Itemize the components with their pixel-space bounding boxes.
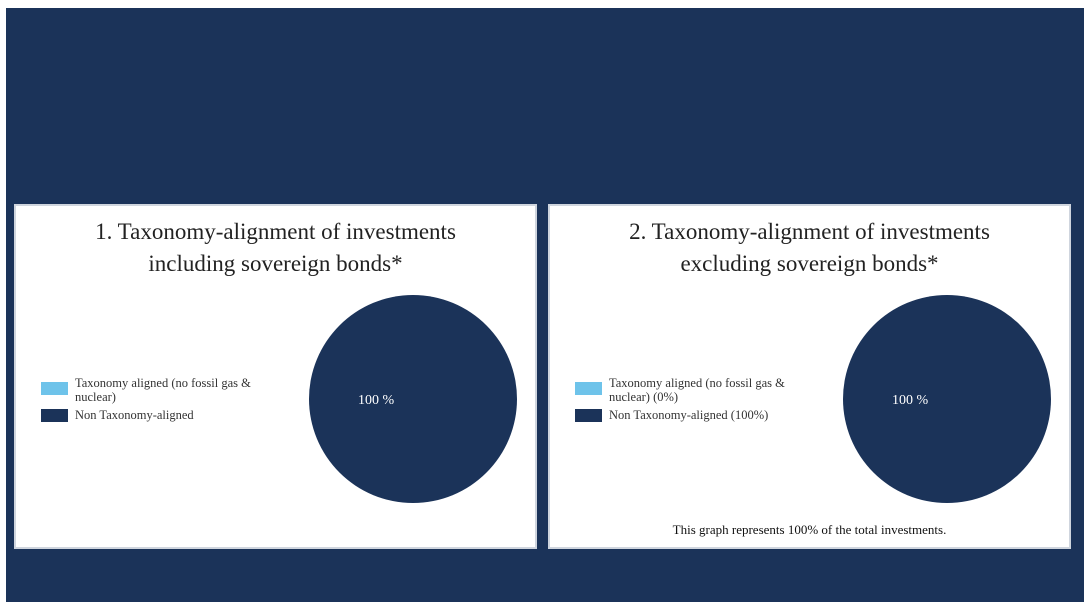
legend-swatch-non-aligned [41,409,68,422]
chart-title: 2. Taxonomy-alignment of investments exc… [629,219,990,276]
legend-label-non-aligned: Non Taxonomy-aligned [75,408,194,422]
legend-label-aligned: Taxonomy aligned (no fossil gas & nuclea… [75,376,251,404]
legend-label-aligned: Taxonomy aligned (no fossil gas & nuclea… [609,376,785,404]
pie-slice-label: 100 % [892,393,929,408]
chart-legend: Taxonomy aligned (no fossil gas & nuclea… [575,376,809,426]
legend-swatch-aligned [41,382,68,395]
chart-panel-including-sovereign-bonds: 1. Taxonomy-alignment of investments inc… [14,204,537,549]
chart-panel-excluding-sovereign-bonds: 2. Taxonomy-alignment of investments exc… [548,204,1071,549]
chart-legend: Taxonomy aligned (no fossil gas & nuclea… [41,376,275,426]
legend-item-non-aligned: Non Taxonomy-aligned [41,408,275,422]
pie-slice-non-aligned [309,295,517,503]
pie-slice-label: 100 % [358,393,395,408]
chart-title: 1. Taxonomy-alignment of investments inc… [95,219,456,276]
legend-swatch-aligned [575,382,602,395]
pie-slice-non-aligned [843,295,1051,503]
pie-chart: 100 % [309,295,517,503]
chart-note: This graph represents 100% of the total … [672,522,947,537]
pie-chart: 100 % [843,295,1051,503]
legend-item-aligned: Taxonomy aligned (no fossil gas & nuclea… [575,376,809,404]
background-frame: 1. Taxonomy-alignment of investments inc… [6,8,1084,602]
legend-swatch-non-aligned [575,409,602,422]
legend-label-non-aligned: Non Taxonomy-aligned (100%) [609,408,769,422]
legend-item-non-aligned: Non Taxonomy-aligned (100%) [575,408,809,422]
legend-item-aligned: Taxonomy aligned (no fossil gas & nuclea… [41,376,275,404]
